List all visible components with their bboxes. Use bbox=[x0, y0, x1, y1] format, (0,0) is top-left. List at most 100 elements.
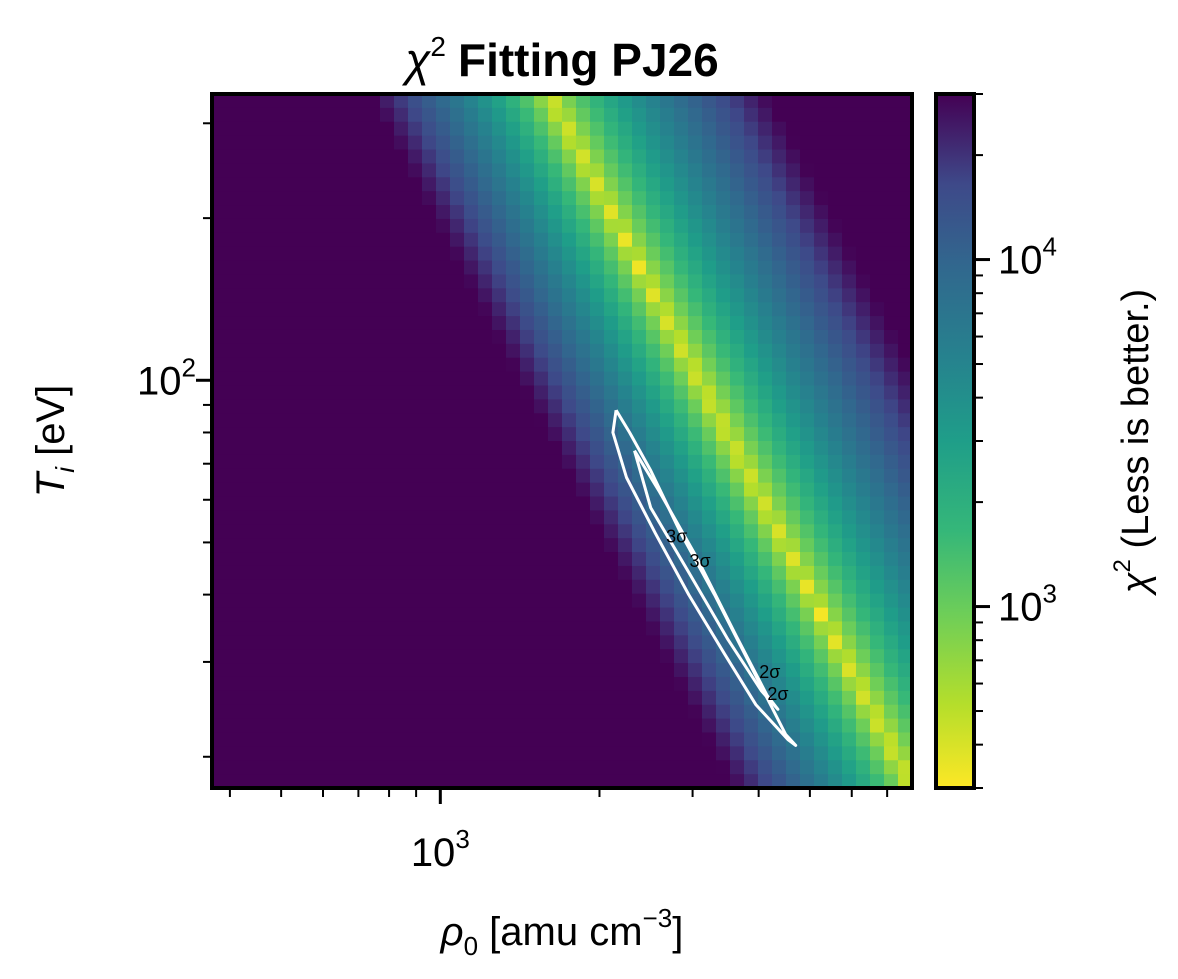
heatmap-cell bbox=[520, 579, 535, 595]
heatmap-cell bbox=[296, 760, 311, 775]
heatmap-cell bbox=[282, 288, 297, 303]
heatmap-cell bbox=[688, 621, 703, 636]
heatmap-cell bbox=[254, 316, 269, 331]
heatmap-cell bbox=[394, 94, 409, 109]
heatmap-cell bbox=[282, 329, 297, 345]
heatmap-cell bbox=[828, 246, 843, 262]
heatmap-cell bbox=[772, 246, 787, 262]
heatmap-cell bbox=[422, 343, 437, 359]
heatmap-cell bbox=[590, 218, 605, 234]
heatmap-cell bbox=[758, 205, 773, 220]
heatmap-cell bbox=[576, 593, 591, 609]
heatmap-cell bbox=[786, 232, 801, 248]
heatmap-cell bbox=[898, 218, 912, 234]
heatmap-cell bbox=[240, 593, 255, 609]
heatmap-cell bbox=[674, 343, 689, 359]
heatmap-cell bbox=[464, 94, 479, 109]
heatmap-cell bbox=[436, 496, 451, 511]
heatmap-cell bbox=[520, 441, 535, 456]
heatmap-cell bbox=[646, 385, 661, 400]
heatmap-cell bbox=[422, 496, 437, 511]
heatmap-cell bbox=[716, 357, 731, 373]
heatmap-cell bbox=[282, 343, 297, 359]
heatmap-cell bbox=[408, 191, 423, 206]
heatmap-cell bbox=[282, 468, 297, 484]
heatmap-cell bbox=[380, 524, 395, 539]
heatmap-cell bbox=[898, 704, 912, 720]
heatmap-cell bbox=[618, 288, 633, 303]
y-tick-exp: 2 bbox=[182, 352, 196, 382]
heatmap-cell bbox=[296, 427, 311, 442]
heatmap-cell bbox=[884, 538, 899, 553]
heatmap-cell bbox=[394, 732, 409, 747]
heatmap-cell bbox=[632, 316, 647, 331]
heatmap-cell bbox=[716, 468, 731, 484]
heatmap-cell bbox=[464, 191, 479, 206]
heatmap-cell bbox=[576, 663, 591, 678]
heatmap-cell bbox=[744, 191, 759, 206]
heatmap-cell bbox=[212, 385, 227, 400]
heatmap-cell bbox=[254, 441, 269, 456]
heatmap-cell bbox=[380, 565, 395, 581]
heatmap-cell bbox=[870, 552, 885, 567]
heatmap-cell bbox=[506, 177, 521, 192]
heatmap-cell bbox=[646, 177, 661, 192]
heatmap-cell bbox=[562, 288, 577, 303]
heatmap-cell bbox=[772, 468, 787, 484]
heatmap-cell bbox=[870, 649, 885, 664]
heatmap-cell bbox=[352, 441, 367, 456]
heatmap-cell bbox=[856, 260, 871, 276]
cbar-tick-1e4-base: 10 bbox=[998, 239, 1043, 283]
heatmap-cell bbox=[338, 496, 353, 511]
heatmap-cell bbox=[408, 177, 423, 192]
heatmap-cell bbox=[716, 232, 731, 248]
heatmap-cell bbox=[324, 441, 339, 456]
heatmap-cell bbox=[492, 607, 507, 623]
heatmap-cell bbox=[772, 579, 787, 595]
heatmap-cell bbox=[716, 524, 731, 539]
heatmap-cell bbox=[590, 191, 605, 206]
heatmap-cell bbox=[506, 288, 521, 303]
heatmap-cell bbox=[548, 552, 563, 567]
heatmap-cell bbox=[534, 718, 549, 734]
heatmap-cell bbox=[310, 746, 325, 761]
heatmap-cell bbox=[660, 607, 675, 623]
heatmap-cell bbox=[618, 177, 633, 192]
heatmap-cell bbox=[632, 565, 647, 581]
heatmap-cell bbox=[492, 246, 507, 262]
heatmap-cell bbox=[576, 94, 591, 109]
heatmap-cell bbox=[268, 260, 283, 276]
heatmap-cell bbox=[450, 205, 465, 220]
heatmap-cell bbox=[310, 552, 325, 567]
heatmap-cell bbox=[814, 191, 829, 206]
heatmap-cell bbox=[254, 468, 269, 484]
heatmap-cell bbox=[590, 649, 605, 664]
heatmap-cell bbox=[758, 260, 773, 276]
heatmap-cell bbox=[254, 232, 269, 248]
heatmap-cell bbox=[296, 246, 311, 262]
heatmap-cell bbox=[366, 191, 381, 206]
heatmap-cell bbox=[856, 274, 871, 289]
heatmap-cell bbox=[464, 205, 479, 220]
heatmap-cell bbox=[800, 607, 815, 623]
heatmap-cell bbox=[730, 774, 745, 788]
heatmap-cell bbox=[352, 149, 367, 164]
heatmap-cell bbox=[338, 413, 353, 428]
heatmap-cell bbox=[450, 343, 465, 359]
heatmap-cell bbox=[240, 690, 255, 706]
heatmap-cell bbox=[324, 482, 339, 498]
heatmap-cell bbox=[212, 316, 227, 331]
heatmap-cell bbox=[604, 177, 619, 192]
heatmap-cell bbox=[352, 760, 367, 775]
heatmap-cell bbox=[548, 371, 563, 387]
heatmap-cell bbox=[856, 135, 871, 151]
heatmap-cell bbox=[660, 441, 675, 456]
heatmap-cell bbox=[758, 107, 773, 123]
heatmap-cell bbox=[534, 371, 549, 387]
heatmap-cell bbox=[688, 135, 703, 151]
heatmap-cell bbox=[786, 135, 801, 151]
heatmap-cell bbox=[282, 371, 297, 387]
heatmap-cell bbox=[296, 399, 311, 414]
heatmap-cell bbox=[814, 246, 829, 262]
heatmap-cell bbox=[646, 288, 661, 303]
